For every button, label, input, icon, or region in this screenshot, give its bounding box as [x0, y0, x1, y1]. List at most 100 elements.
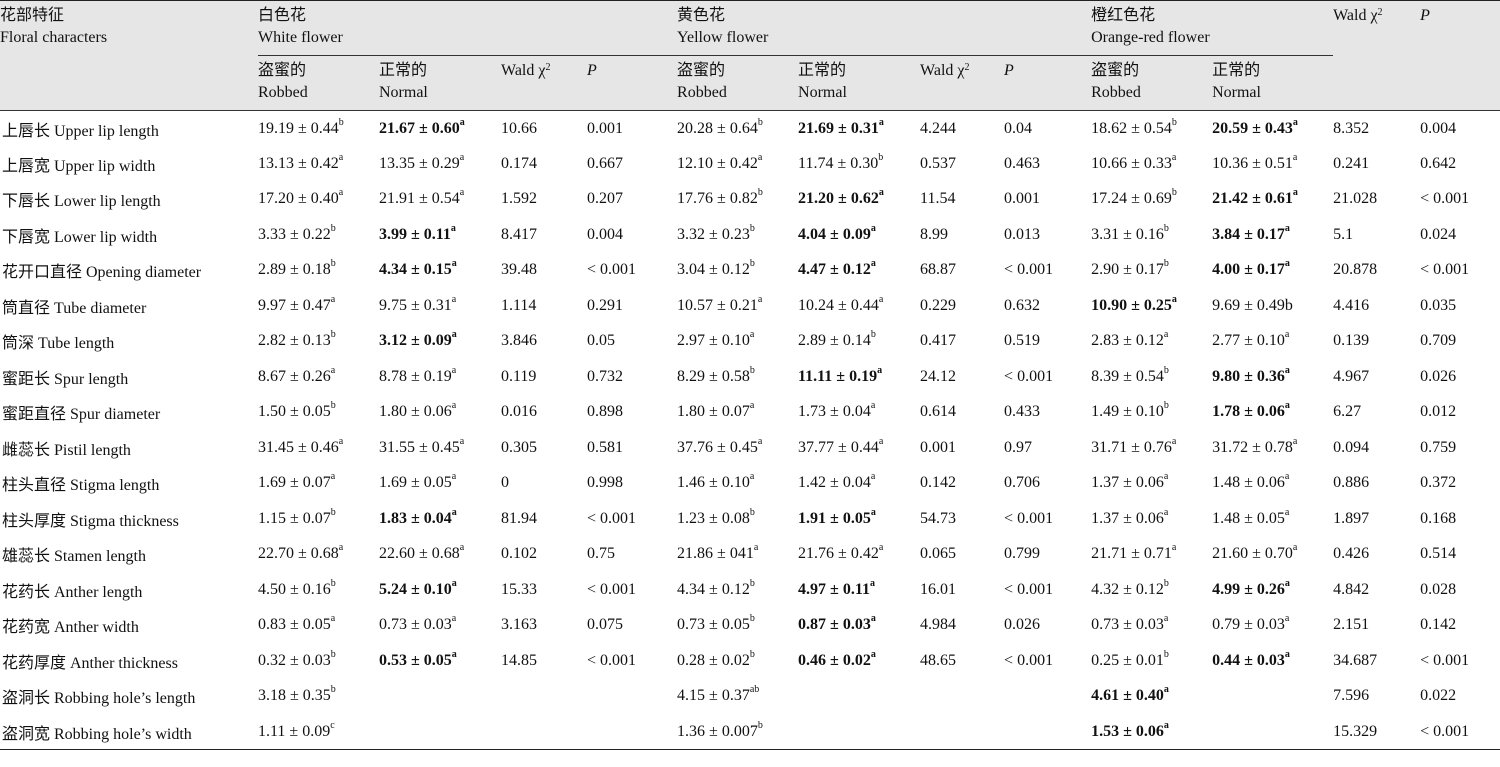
significance-letter: a [877, 364, 883, 376]
table-cell: 8.417 [501, 217, 587, 253]
cell-value: 10.90 ± 0.25 [1091, 296, 1172, 314]
table-cell: 8.39 ± 0.54b [1091, 359, 1212, 395]
significance-letter: b [1163, 648, 1169, 660]
cell-value: < 0.001 [1420, 261, 1470, 279]
cell-value: 0.174 [501, 154, 537, 172]
significance-letter: a [869, 577, 875, 589]
cell-value: 1.69 ± 0.07 [258, 474, 331, 492]
cell-value: 0.102 [501, 545, 537, 563]
cell-value: 1.42 ± 0.04 [798, 474, 871, 492]
cell-value: 21.86 ± 041 [677, 545, 754, 563]
table-cell: 39.48 [501, 253, 587, 289]
table-row: 花药厚度 Anther thickness 0.32 ± 0.03b 0.53 ± … [0, 643, 1500, 679]
table-cell: 4.984 [920, 608, 1004, 644]
table-cell: 0.642 [1420, 146, 1500, 182]
significance-letter: a [1284, 400, 1290, 412]
cell-value: 8.352 [1333, 119, 1370, 137]
table-cell: 8.78 ± 0.19a [379, 359, 501, 395]
table-cell: 17.76 ± 0.82b [677, 182, 798, 218]
significance-letter: b [757, 719, 763, 731]
table-cell: 0.024 [1420, 217, 1500, 253]
table-cell: 1.49 ± 0.10b [1091, 395, 1212, 431]
table-cell: 17.24 ± 0.69b [1091, 182, 1212, 218]
table-cell: 0.46 ± 0.02a [798, 643, 920, 679]
cell-value: 7.596 [1333, 687, 1370, 705]
table-cell: 4.416 [1333, 288, 1420, 324]
row-label: 花药厚度 Anther thickness [2, 654, 178, 672]
table-cell [587, 714, 678, 750]
significance-letter: a [1171, 293, 1177, 305]
cell-value: 21.91 ± 0.54 [379, 190, 460, 208]
table-cell: 2.90 ± 0.17b [1091, 253, 1212, 289]
table-cell [920, 679, 1004, 715]
table-cell: 0.732 [587, 359, 677, 395]
cell-value: 9.80 ± 0.36 [1212, 367, 1285, 385]
significance-letter: b [749, 364, 755, 376]
table-cell: 0.97 [1004, 430, 1091, 466]
significance-letter: b [757, 187, 763, 199]
table-cell: 0.514 [1420, 537, 1500, 573]
table-cell: 2.89 ± 0.18b [258, 253, 379, 289]
p-header-orange: P [1420, 0, 1500, 111]
table-row: 盗洞长 Robbing hole’s length 3.18 ± 0.35b 4.1… [0, 679, 1500, 715]
cell-value: 0 [501, 474, 509, 492]
table-cell: 9.69 ± 0.49b [1212, 288, 1333, 324]
table-cell: 22.70 ± 0.68a [258, 537, 379, 573]
cell-value: 1.78 ± 0.06 [1212, 403, 1285, 421]
cell-value: 0.632 [1004, 296, 1041, 314]
significance-letter: c [330, 719, 335, 731]
table-cell: 37.77 ± 0.44a [798, 430, 920, 466]
significance-letter: a [870, 613, 876, 625]
cell-value: 10.24 ± 0.44 [798, 296, 879, 314]
cell-value: 11.74 ± 0.30 [798, 154, 879, 172]
cell-value: 1.37 ± 0.06 [1091, 509, 1164, 527]
cell-value: 0.706 [1004, 474, 1041, 492]
cell-value: 24.12 [920, 367, 957, 385]
cell-value: 0.291 [587, 296, 623, 314]
table-cell: 12.10 ± 0.42a [677, 146, 798, 182]
cell-value: 0.139 [1333, 332, 1370, 350]
table-cell: 0.75 [587, 537, 677, 573]
row-label: 下唇宽 Lower lip width [2, 228, 158, 246]
table-cell: 0.305 [501, 430, 587, 466]
cell-value: 0.97 [1004, 438, 1033, 456]
significance-letter: b [1163, 258, 1169, 270]
cell-value: 21.028 [1333, 190, 1378, 208]
cell-value: 1.80 ± 0.07 [677, 403, 750, 421]
significance-letter: a [1292, 116, 1298, 128]
cell-value: 1.897 [1333, 509, 1370, 527]
table-cell: 21.20 ± 0.62a [798, 182, 920, 218]
cell-value: 0.026 [1420, 367, 1457, 385]
table-cell: 0.667 [587, 146, 677, 182]
table-cell: 1.91 ± 0.05a [798, 501, 920, 537]
normal-header-orange: 正常的 Normal [1212, 62, 1261, 101]
table-cell: 0.32 ± 0.03b [258, 643, 379, 679]
significance-letter: b [1163, 222, 1169, 234]
cell-value: < 0.001 [1004, 509, 1054, 527]
significance-letter: a [1292, 435, 1298, 447]
table-cell: < 0.001 [587, 643, 677, 679]
cell-value: 0.642 [1420, 154, 1457, 172]
significance-letter: a [1163, 613, 1169, 625]
cell-value: 0.022 [1420, 687, 1457, 705]
table-cell: 24.12 [920, 359, 1004, 395]
table-cell: 1.69 ± 0.05a [379, 466, 501, 502]
table-cell: 3.33 ± 0.22b [258, 217, 379, 253]
table-cell: 8.67 ± 0.26a [258, 359, 379, 395]
table-cell: 0.898 [587, 395, 677, 431]
table-cell: 81.94 [501, 501, 587, 537]
table-cell: 3.12 ± 0.09a [379, 324, 501, 360]
cell-value: 1.36 ± 0.007 [677, 722, 758, 740]
table-cell: 21.69 ± 0.31a [798, 110, 921, 146]
cell-value: 4.50 ± 0.16 [258, 580, 331, 598]
table-cell: 1.50 ± 0.05b [258, 395, 379, 431]
significance-letter: a [330, 364, 336, 376]
table-cell: 4.34 ± 0.12b [677, 572, 798, 608]
cell-value: 0.001 [1004, 190, 1041, 208]
table-cell: 31.72 ± 0.78a [1212, 430, 1333, 466]
cell-value: 8.67 ± 0.26 [258, 367, 331, 385]
cell-value: 39.48 [501, 261, 537, 279]
table-row: 蜜距直径 Spur diameter 1.50 ± 0.05b 1.80 ± 0.0… [0, 395, 1500, 431]
table-cell: 1.114 [501, 288, 587, 324]
table-cell: < 0.001 [1420, 182, 1500, 218]
